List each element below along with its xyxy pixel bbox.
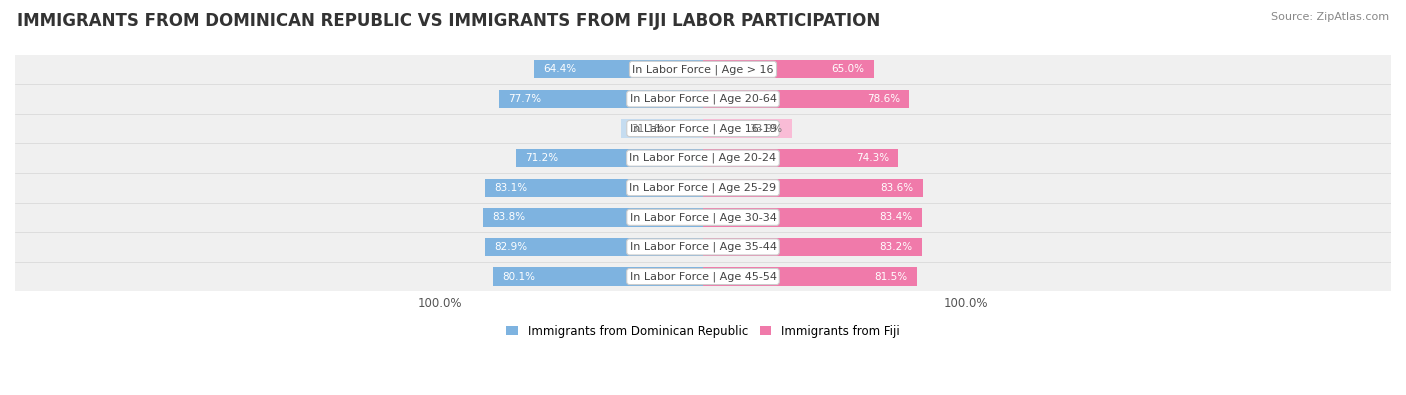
Bar [703, 267, 917, 286]
Text: In Labor Force | Age 16-19: In Labor Force | Age 16-19 [630, 123, 776, 134]
Text: In Labor Force | Age 35-44: In Labor Force | Age 35-44 [630, 242, 776, 252]
Text: In Labor Force | Age > 16: In Labor Force | Age > 16 [633, 64, 773, 75]
Text: 83.4%: 83.4% [880, 213, 912, 222]
Bar [15, 143, 1391, 173]
Text: 77.7%: 77.7% [509, 94, 541, 104]
Bar [703, 119, 792, 138]
Legend: Immigrants from Dominican Republic, Immigrants from Fiji: Immigrants from Dominican Republic, Immi… [506, 325, 900, 338]
Bar [703, 149, 898, 167]
Bar [621, 119, 703, 138]
Bar [15, 232, 1391, 262]
Bar [499, 90, 703, 108]
Text: 83.8%: 83.8% [492, 213, 526, 222]
Bar [703, 238, 921, 256]
Text: In Labor Force | Age 45-54: In Labor Force | Age 45-54 [630, 271, 776, 282]
Text: 83.1%: 83.1% [494, 183, 527, 193]
Text: 82.9%: 82.9% [495, 242, 527, 252]
Text: 71.2%: 71.2% [526, 153, 558, 163]
Text: 64.4%: 64.4% [543, 64, 576, 74]
Bar [516, 149, 703, 167]
Text: In Labor Force | Age 20-24: In Labor Force | Age 20-24 [630, 153, 776, 164]
Text: In Labor Force | Age 30-34: In Labor Force | Age 30-34 [630, 212, 776, 222]
Text: 31.1%: 31.1% [631, 124, 664, 134]
Text: 65.0%: 65.0% [831, 64, 865, 74]
Bar [482, 208, 703, 226]
Bar [492, 267, 703, 286]
Bar [15, 262, 1391, 292]
Bar [534, 60, 703, 79]
Bar [703, 60, 873, 79]
Text: 83.6%: 83.6% [880, 183, 914, 193]
Text: 80.1%: 80.1% [502, 271, 534, 282]
Text: 81.5%: 81.5% [875, 271, 908, 282]
Text: IMMIGRANTS FROM DOMINICAN REPUBLIC VS IMMIGRANTS FROM FIJI LABOR PARTICIPATION: IMMIGRANTS FROM DOMINICAN REPUBLIC VS IM… [17, 12, 880, 30]
Text: In Labor Force | Age 25-29: In Labor Force | Age 25-29 [630, 182, 776, 193]
Text: In Labor Force | Age 20-64: In Labor Force | Age 20-64 [630, 94, 776, 104]
Text: 33.9%: 33.9% [749, 124, 783, 134]
Text: 74.3%: 74.3% [856, 153, 889, 163]
Bar [15, 114, 1391, 143]
Bar [703, 179, 922, 197]
Text: 83.2%: 83.2% [879, 242, 912, 252]
Bar [485, 179, 703, 197]
Bar [15, 84, 1391, 114]
Text: 78.6%: 78.6% [868, 94, 900, 104]
Bar [703, 208, 922, 226]
Bar [485, 238, 703, 256]
Bar [15, 55, 1391, 84]
Bar [703, 90, 910, 108]
Text: Source: ZipAtlas.com: Source: ZipAtlas.com [1271, 12, 1389, 22]
Bar [15, 203, 1391, 232]
Bar [15, 173, 1391, 203]
